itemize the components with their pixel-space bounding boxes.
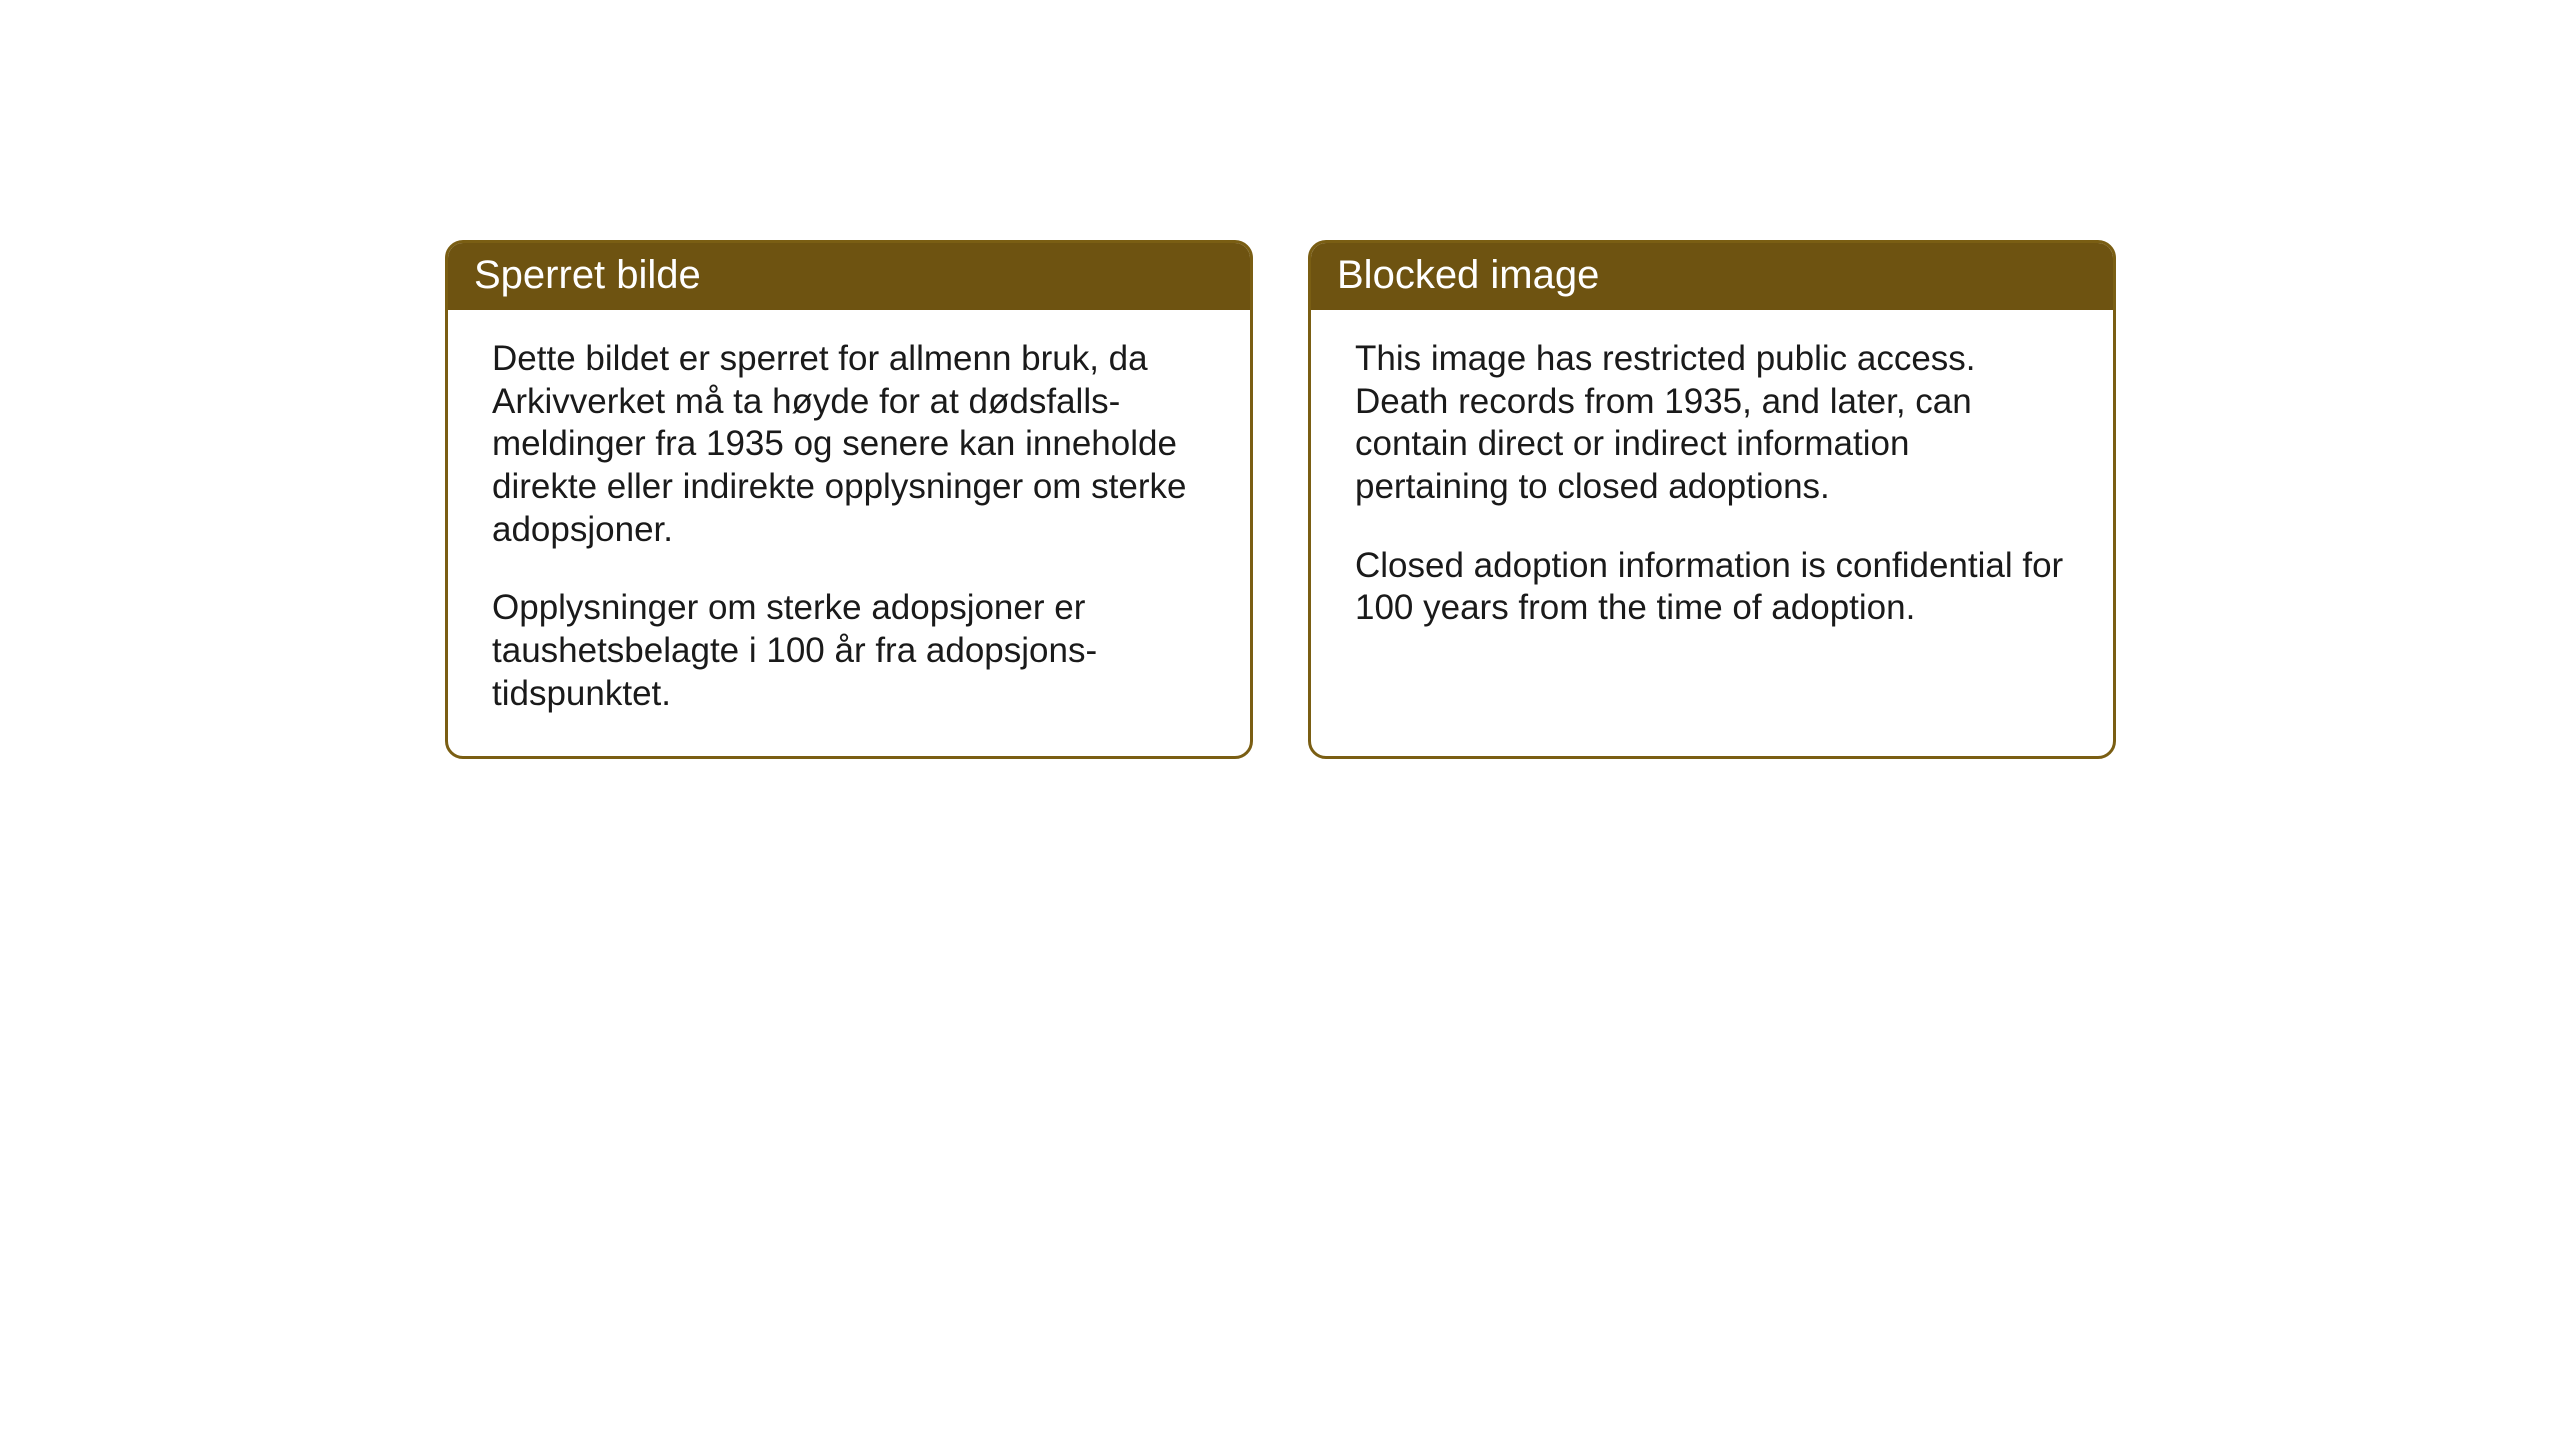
english-card-body: This image has restricted public access.… — [1311, 310, 2113, 670]
norwegian-card: Sperret bilde Dette bildet er sperret fo… — [445, 240, 1253, 759]
cards-container: Sperret bilde Dette bildet er sperret fo… — [0, 0, 2560, 759]
norwegian-card-body: Dette bildet er sperret for allmenn bruk… — [448, 310, 1250, 756]
norwegian-paragraph-2: Opplysninger om sterke adopsjoner er tau… — [492, 587, 1206, 715]
english-card-title: Blocked image — [1311, 243, 2113, 310]
english-paragraph-1: This image has restricted public access.… — [1355, 338, 2069, 509]
english-paragraph-2: Closed adoption information is confident… — [1355, 545, 2069, 630]
norwegian-paragraph-1: Dette bildet er sperret for allmenn bruk… — [492, 338, 1206, 551]
norwegian-card-title: Sperret bilde — [448, 243, 1250, 310]
english-card: Blocked image This image has restricted … — [1308, 240, 2116, 759]
